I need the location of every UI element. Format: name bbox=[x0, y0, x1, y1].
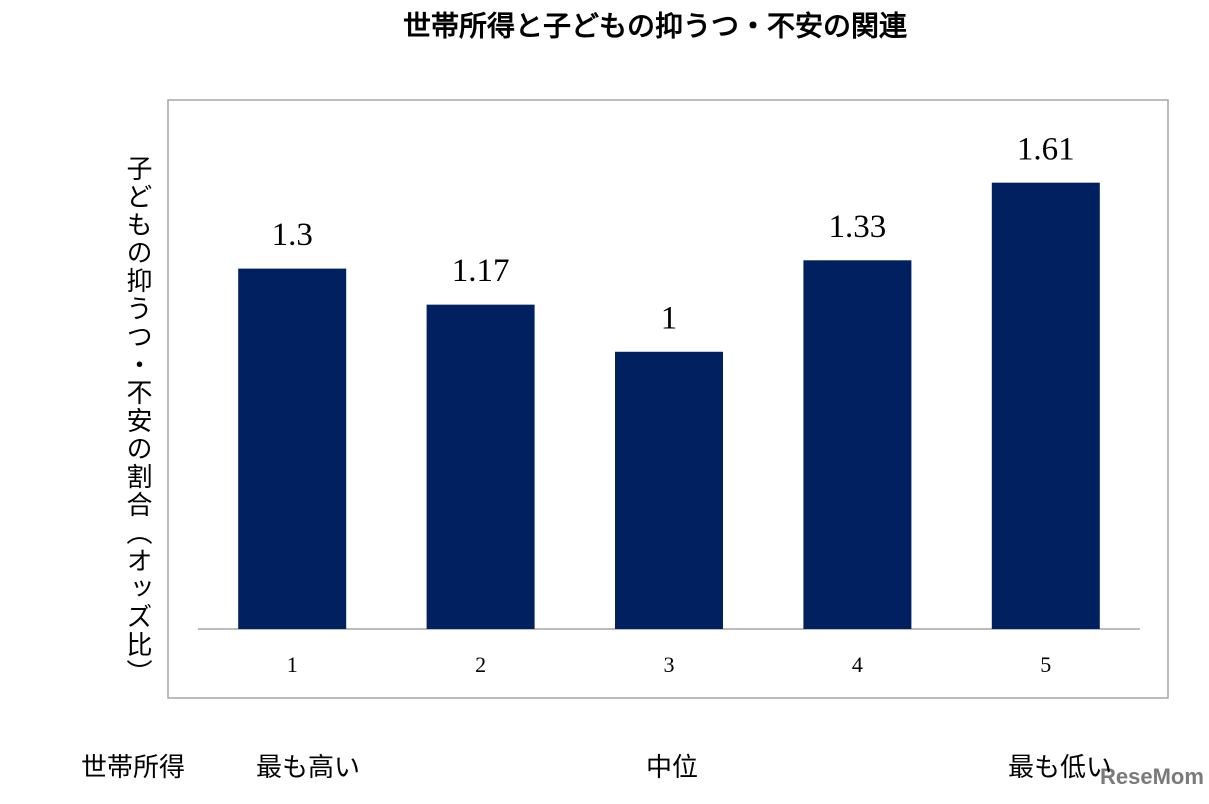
watermark: ReseMom bbox=[1100, 764, 1204, 789]
value-label: 1.33 bbox=[829, 209, 887, 245]
bar bbox=[615, 351, 723, 629]
bar bbox=[803, 260, 912, 629]
x-tick-label: 5 bbox=[1040, 652, 1051, 677]
x-tick-label: 2 bbox=[475, 652, 486, 677]
annotation: 世帯所得 bbox=[81, 753, 185, 782]
annotation: 最も低い bbox=[1008, 753, 1112, 782]
y-axis-label: 子どもの抑うつ・不安の割合（オッズ比） bbox=[123, 155, 152, 687]
value-label: 1.61 bbox=[1017, 131, 1075, 167]
bar bbox=[991, 182, 1100, 629]
value-label: 1.17 bbox=[452, 253, 510, 289]
bar bbox=[426, 304, 535, 629]
annotation: 中位 bbox=[646, 753, 698, 782]
x-tick-label: 3 bbox=[664, 652, 675, 677]
chart-title: 世帯所得と子どもの抑うつ・不安の関連 bbox=[403, 10, 908, 41]
value-label: 1 bbox=[661, 300, 678, 336]
bar bbox=[238, 268, 347, 629]
x-tick-label: 4 bbox=[852, 652, 863, 677]
annotation: 最も高い bbox=[256, 753, 360, 782]
plot-frame bbox=[167, 99, 1169, 699]
value-label: 1.3 bbox=[272, 217, 313, 253]
x-tick-label: 1 bbox=[287, 652, 298, 677]
